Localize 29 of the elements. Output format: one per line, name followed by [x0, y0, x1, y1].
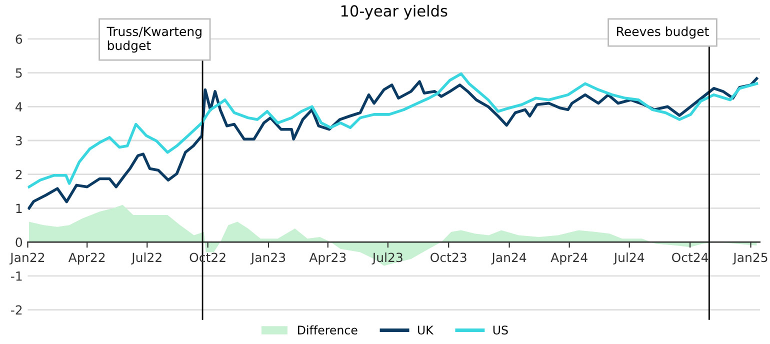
x-tick-label: Jan24 [491, 252, 526, 264]
x-tick-label: Jul24 [613, 252, 644, 264]
y-tick-label: 6 [16, 34, 22, 44]
y-tick-label: 3 [16, 136, 22, 146]
x-tick-label: Oct23 [430, 252, 466, 262]
x-tick-label: Jul22 [130, 252, 162, 264]
line-series [28, 77, 758, 210]
ref-line-label: Truss/Kwarteng budget [106, 26, 202, 53]
y-tick-label: 0 [16, 238, 22, 247]
y-tick-label: -2 [11, 305, 22, 315]
x-tick-label: Apr22 [68, 252, 105, 265]
y-tick-label: 1 [16, 204, 22, 213]
chart-title: 10-year yields [341, 4, 448, 20]
line-series [28, 72, 758, 188]
legend-label: US [493, 326, 508, 335]
x-tick-label: Jan23 [250, 252, 286, 264]
y-tick-label: 4 [16, 102, 22, 112]
x-tick-label: Apr23 [309, 252, 346, 265]
x-tick-label: Apr24 [550, 252, 588, 265]
legend-label: Difference [298, 325, 358, 335]
legend-label: UK [418, 326, 434, 335]
x-tick-label: Oct24 [672, 252, 708, 262]
x-tick-label: Jan22 [9, 252, 44, 264]
ref-line-label: Reeves budget [617, 26, 709, 39]
y-tick-label: 5 [16, 68, 22, 78]
y-tick-label: 2 [16, 170, 22, 180]
x-tick-label: Jul23 [372, 252, 402, 264]
x-tick-label: Jan25 [732, 252, 768, 264]
y-tick-label: -1 [11, 272, 22, 281]
